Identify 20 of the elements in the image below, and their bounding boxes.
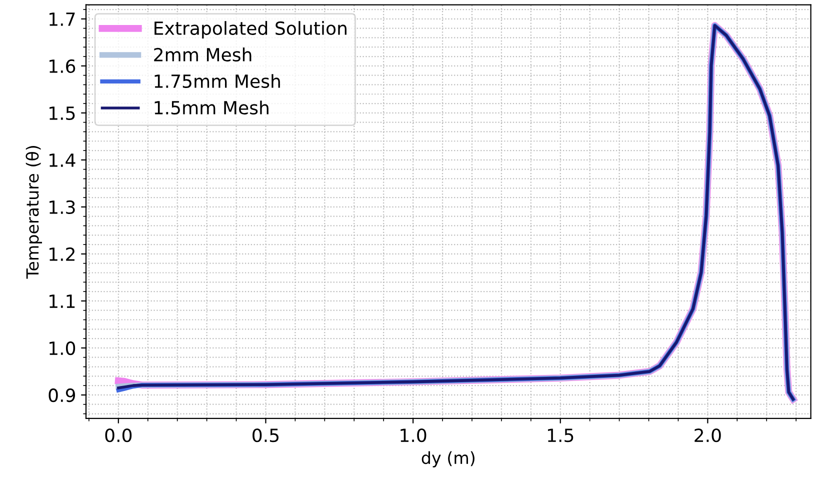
y-tick-label: 1.5 (50, 106, 75, 120)
y-tick-label: 1.2 (50, 247, 74, 261)
x-tick-label: 1.0 (400, 428, 426, 442)
legend-label: 1.75mm Mesh (154, 74, 280, 88)
x-tick-label: 2.0 (694, 428, 721, 442)
legend-label: 2mm Mesh (154, 48, 252, 62)
y-tick-label: 1.4 (50, 154, 76, 167)
x-tick-label: 1.5 (548, 428, 574, 442)
x-tick-label: 0.0 (105, 428, 132, 442)
y-axis-title: Temperature (θ) (26, 146, 42, 279)
x-axis-title: dy (m) (422, 451, 474, 468)
y-tick-label: 1.6 (50, 59, 76, 74)
legend-label: Extrapolated Solution (154, 21, 346, 39)
legend-label: 1.5mm Mesh (154, 100, 268, 115)
y-tick-label: 1.1 (50, 294, 75, 308)
y-tick-label: 0.9 (48, 388, 76, 402)
x-tick-label: 0.5 (252, 428, 279, 442)
y-tick-label: 1.7 (50, 12, 75, 26)
y-tick-label: 1.3 (50, 200, 75, 214)
y-tick-label: 1.0 (50, 341, 76, 356)
